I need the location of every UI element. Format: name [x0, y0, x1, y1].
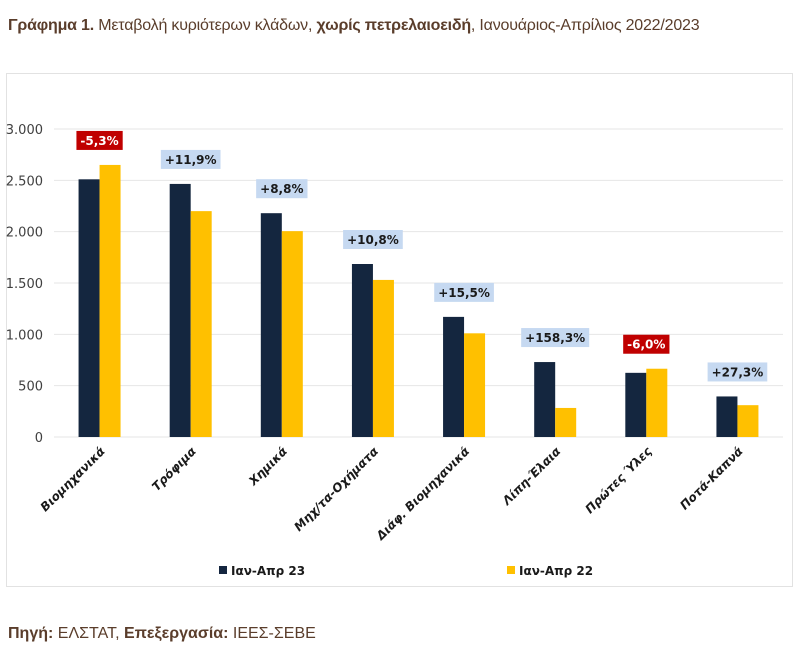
bar-2022	[190, 211, 212, 437]
change-badge: -6,0%	[623, 334, 670, 354]
bar-2022	[555, 407, 577, 437]
bar-2022	[281, 231, 303, 437]
chart-title-emphasis: χωρίς πετρελαιοειδή	[316, 17, 471, 34]
chart-title-number: Γράφημα 1.	[8, 17, 94, 34]
bar-2022	[646, 368, 668, 437]
change-badge-text: +8,8%	[260, 182, 303, 196]
y-tick-label: 0	[35, 431, 43, 446]
x-axis-category-labels: Βιομηχανικά Τρόφιμα Χημικά Μηχ/τα-ΟχήματαΔι…	[38, 444, 746, 544]
change-badge-text: -6,0%	[627, 338, 665, 352]
processing-value: ΙΕΕΣ-ΣΕΒΕ	[228, 625, 316, 642]
bars	[78, 164, 759, 437]
bar-2023	[78, 179, 100, 437]
change-badge-text: +27,3%	[712, 365, 764, 379]
grid-lines	[54, 128, 783, 438]
bar-chart: 0 500 1.000 1.500 2.000 2.500 3.000 -5,3% +11,9…	[6, 123, 783, 578]
bar-2023	[625, 372, 647, 437]
x-category-label: Χημικά	[245, 444, 290, 489]
legend-label-2023: Ιαν-Απρ 23	[231, 564, 305, 578]
chart-title-text-1: Μεταβολή κυριότερων κλάδων,	[94, 17, 317, 34]
change-badge-bg	[707, 362, 768, 382]
change-badge-bg	[343, 230, 403, 250]
change-annotations: -5,3% +11,9% +8,8% +10,8% +15,5% +158,3% -6,0%…	[76, 130, 768, 382]
bar-2022	[372, 279, 394, 437]
processing-label: Επεξεργασία:	[124, 625, 229, 642]
change-badge-bg	[521, 328, 590, 348]
change-badge-text: -5,3%	[80, 134, 118, 148]
y-tick-label: 1.500	[6, 277, 43, 292]
y-tick-label: 2.000	[6, 226, 43, 241]
change-badge: +27,3%	[707, 362, 768, 382]
change-badge: +15,5%	[434, 282, 494, 302]
y-tick-label: 3.000	[6, 123, 43, 138]
y-tick-label: 500	[18, 380, 43, 395]
bar-2023	[443, 316, 465, 437]
bar-2023	[260, 213, 282, 437]
change-badge: +11,9%	[160, 149, 221, 169]
change-badge-bg	[623, 334, 670, 354]
legend-label-2022: Ιαν-Απρ 22	[519, 564, 593, 578]
change-badge-bg	[76, 130, 123, 150]
y-tick-label: 1.000	[6, 328, 43, 343]
y-tick-label: 2.500	[6, 174, 43, 189]
bar-2023	[716, 396, 738, 437]
change-badge: -5,3%	[76, 130, 123, 150]
change-badge-text: +15,5%	[438, 286, 490, 300]
chart-title-text-2: , Ιανουάριος-Απρίλιος 2022/2023	[470, 17, 700, 34]
chart-title: Γράφημα 1. Μεταβολή κυριότερων κλάδων, χ…	[8, 17, 700, 35]
change-badge-text: +158,3%	[525, 331, 585, 345]
chart-frame	[6, 73, 793, 587]
legend: Ιαν-Απρ 23 Ιαν-Απρ 22	[219, 564, 593, 578]
bar-2023	[169, 183, 191, 437]
change-badge-text: +10,8%	[347, 233, 399, 247]
bar-2023	[534, 362, 556, 437]
x-category-label: Διάφ. Βιομηχανικά	[373, 444, 473, 544]
y-axis-tick-labels: 0 500 1.000 1.500 2.000 2.500 3.000	[6, 123, 43, 446]
change-badge-bg	[434, 282, 494, 302]
source-label: Πηγή:	[8, 625, 54, 642]
bar-2022	[99, 164, 121, 437]
bar-2022	[737, 405, 759, 437]
source-note: Πηγή: ΕΛΣΤΑΤ, Επεξεργασία: ΙΕΕΣ-ΣΕΒΕ	[8, 625, 316, 643]
x-category-label: Μηχ/τα-Οχήματα	[291, 444, 381, 534]
source-value: ΕΛΣΤΑΤ,	[53, 625, 124, 642]
legend-swatch-2023	[219, 566, 227, 574]
x-category-label: Πρώτες Ύλες	[582, 444, 655, 517]
change-badge: +8,8%	[256, 179, 308, 199]
change-badge-bg	[160, 149, 221, 169]
x-category-label: Λίπη-Έλαια	[499, 444, 564, 509]
change-badge-bg	[256, 179, 308, 199]
x-category-label: Βιομηχανικά	[38, 444, 109, 515]
legend-swatch-2022	[507, 566, 515, 574]
change-badge: +10,8%	[343, 230, 403, 250]
change-badge: +158,3%	[521, 328, 590, 348]
change-badge-text: +11,9%	[165, 153, 217, 167]
bar-2022	[464, 333, 486, 437]
x-category-label: Ποτά-Καπνά	[677, 444, 746, 513]
x-category-label: Τρόφιμα	[149, 444, 199, 494]
bar-2023	[351, 264, 373, 437]
